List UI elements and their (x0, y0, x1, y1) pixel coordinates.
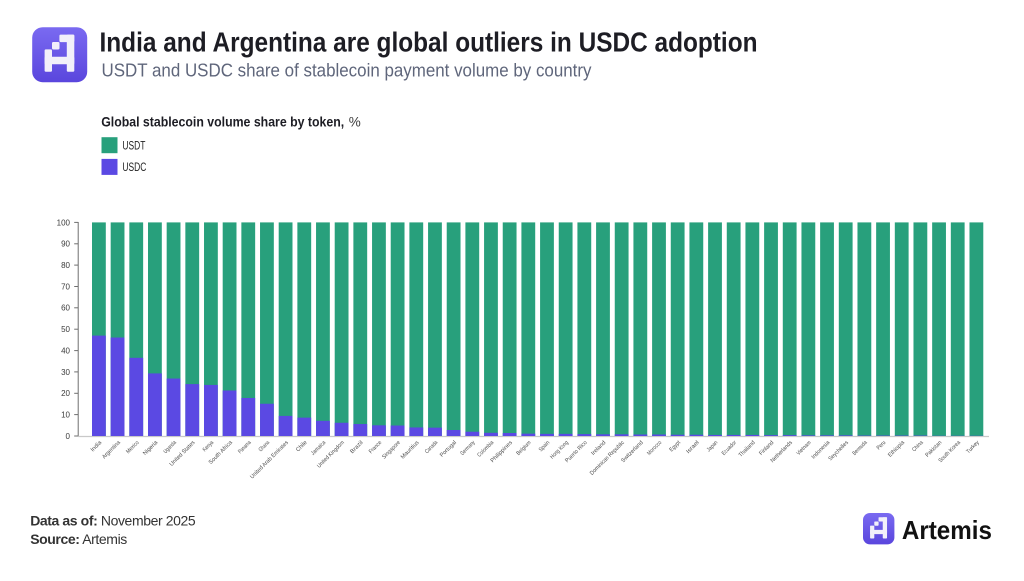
svg-text:Thailand: Thailand (738, 440, 757, 459)
svg-text:Japan: Japan (706, 440, 719, 453)
svg-text:Israel: Israel (686, 440, 701, 455)
svg-text:Source: Artemis: Source: Artemis (30, 531, 127, 547)
svg-text:India and Argentina are global: India and Argentina are global outliers … (100, 27, 758, 58)
svg-text:Nigeria: Nigeria (142, 439, 159, 456)
svg-text:Ecuador: Ecuador (721, 440, 738, 457)
svg-text:Uganda: Uganda (163, 440, 179, 456)
svg-text:%: % (349, 115, 361, 130)
svg-text:Data as of: November 2025: Data as of: November 2025 (30, 513, 196, 529)
svg-text:Belgium: Belgium (516, 440, 533, 457)
svg-text:Brazil: Brazil (349, 440, 364, 455)
svg-text:United Arab Emirates: United Arab Emirates (249, 440, 290, 481)
svg-text:Mauritius: Mauritius (400, 440, 421, 461)
svg-text:Dominican Republic: Dominican Republic (589, 440, 626, 477)
svg-text:Artemis: Artemis (902, 515, 992, 545)
svg-text:Spain: Spain (538, 440, 551, 453)
svg-text:Global stablecoin volume share: Global stablecoin volume share by token, (101, 115, 344, 130)
svg-text:Bermuda: Bermuda (852, 440, 869, 457)
svg-text:Jamaica: Jamaica (310, 440, 327, 457)
svg-text:Portugal: Portugal (439, 440, 458, 459)
svg-text:100: 100 (57, 218, 71, 227)
svg-text:0: 0 (66, 432, 71, 441)
svg-text:30: 30 (61, 368, 70, 377)
svg-text:Chile: Chile (295, 440, 308, 453)
svg-text:USDT and USDC share of stablec: USDT and USDC share of stablecoin paymen… (102, 59, 593, 80)
svg-text:Turkey: Turkey (966, 440, 981, 455)
svg-text:India: India (90, 439, 104, 453)
svg-text:China: China (911, 440, 925, 454)
svg-text:20: 20 (61, 389, 70, 398)
svg-text:Ireland: Ireland (590, 440, 607, 457)
svg-text:Canada: Canada (424, 440, 440, 456)
svg-text:50: 50 (61, 325, 70, 334)
svg-text:Finland: Finland (758, 440, 775, 457)
svg-text:Egypt: Egypt (669, 440, 683, 454)
svg-text:60: 60 (61, 304, 70, 313)
svg-text:France: France (368, 440, 383, 455)
svg-text:Singapore: Singapore (381, 440, 402, 461)
svg-text:Ethiopia: Ethiopia (887, 439, 906, 458)
svg-text:Argentina: Argentina (101, 439, 122, 460)
svg-text:Kenya: Kenya (202, 440, 216, 454)
svg-text:Seychelles: Seychelles (828, 440, 850, 462)
svg-text:Vietnam: Vietnam (796, 440, 813, 457)
svg-text:Mexico: Mexico (125, 440, 140, 455)
svg-text:Peru: Peru (876, 440, 887, 451)
svg-text:Morocco: Morocco (646, 440, 663, 457)
svg-text:70: 70 (61, 282, 70, 291)
svg-text:10: 10 (61, 411, 70, 420)
svg-text:Panama: Panama (237, 440, 253, 456)
svg-text:Germany: Germany (460, 440, 477, 457)
svg-text:80: 80 (61, 261, 70, 270)
svg-text:USDT: USDT (122, 139, 145, 153)
svg-text:USDC: USDC (122, 160, 146, 174)
svg-text:90: 90 (61, 240, 70, 249)
svg-text:Ghana: Ghana (258, 440, 272, 454)
svg-text:40: 40 (61, 347, 70, 356)
